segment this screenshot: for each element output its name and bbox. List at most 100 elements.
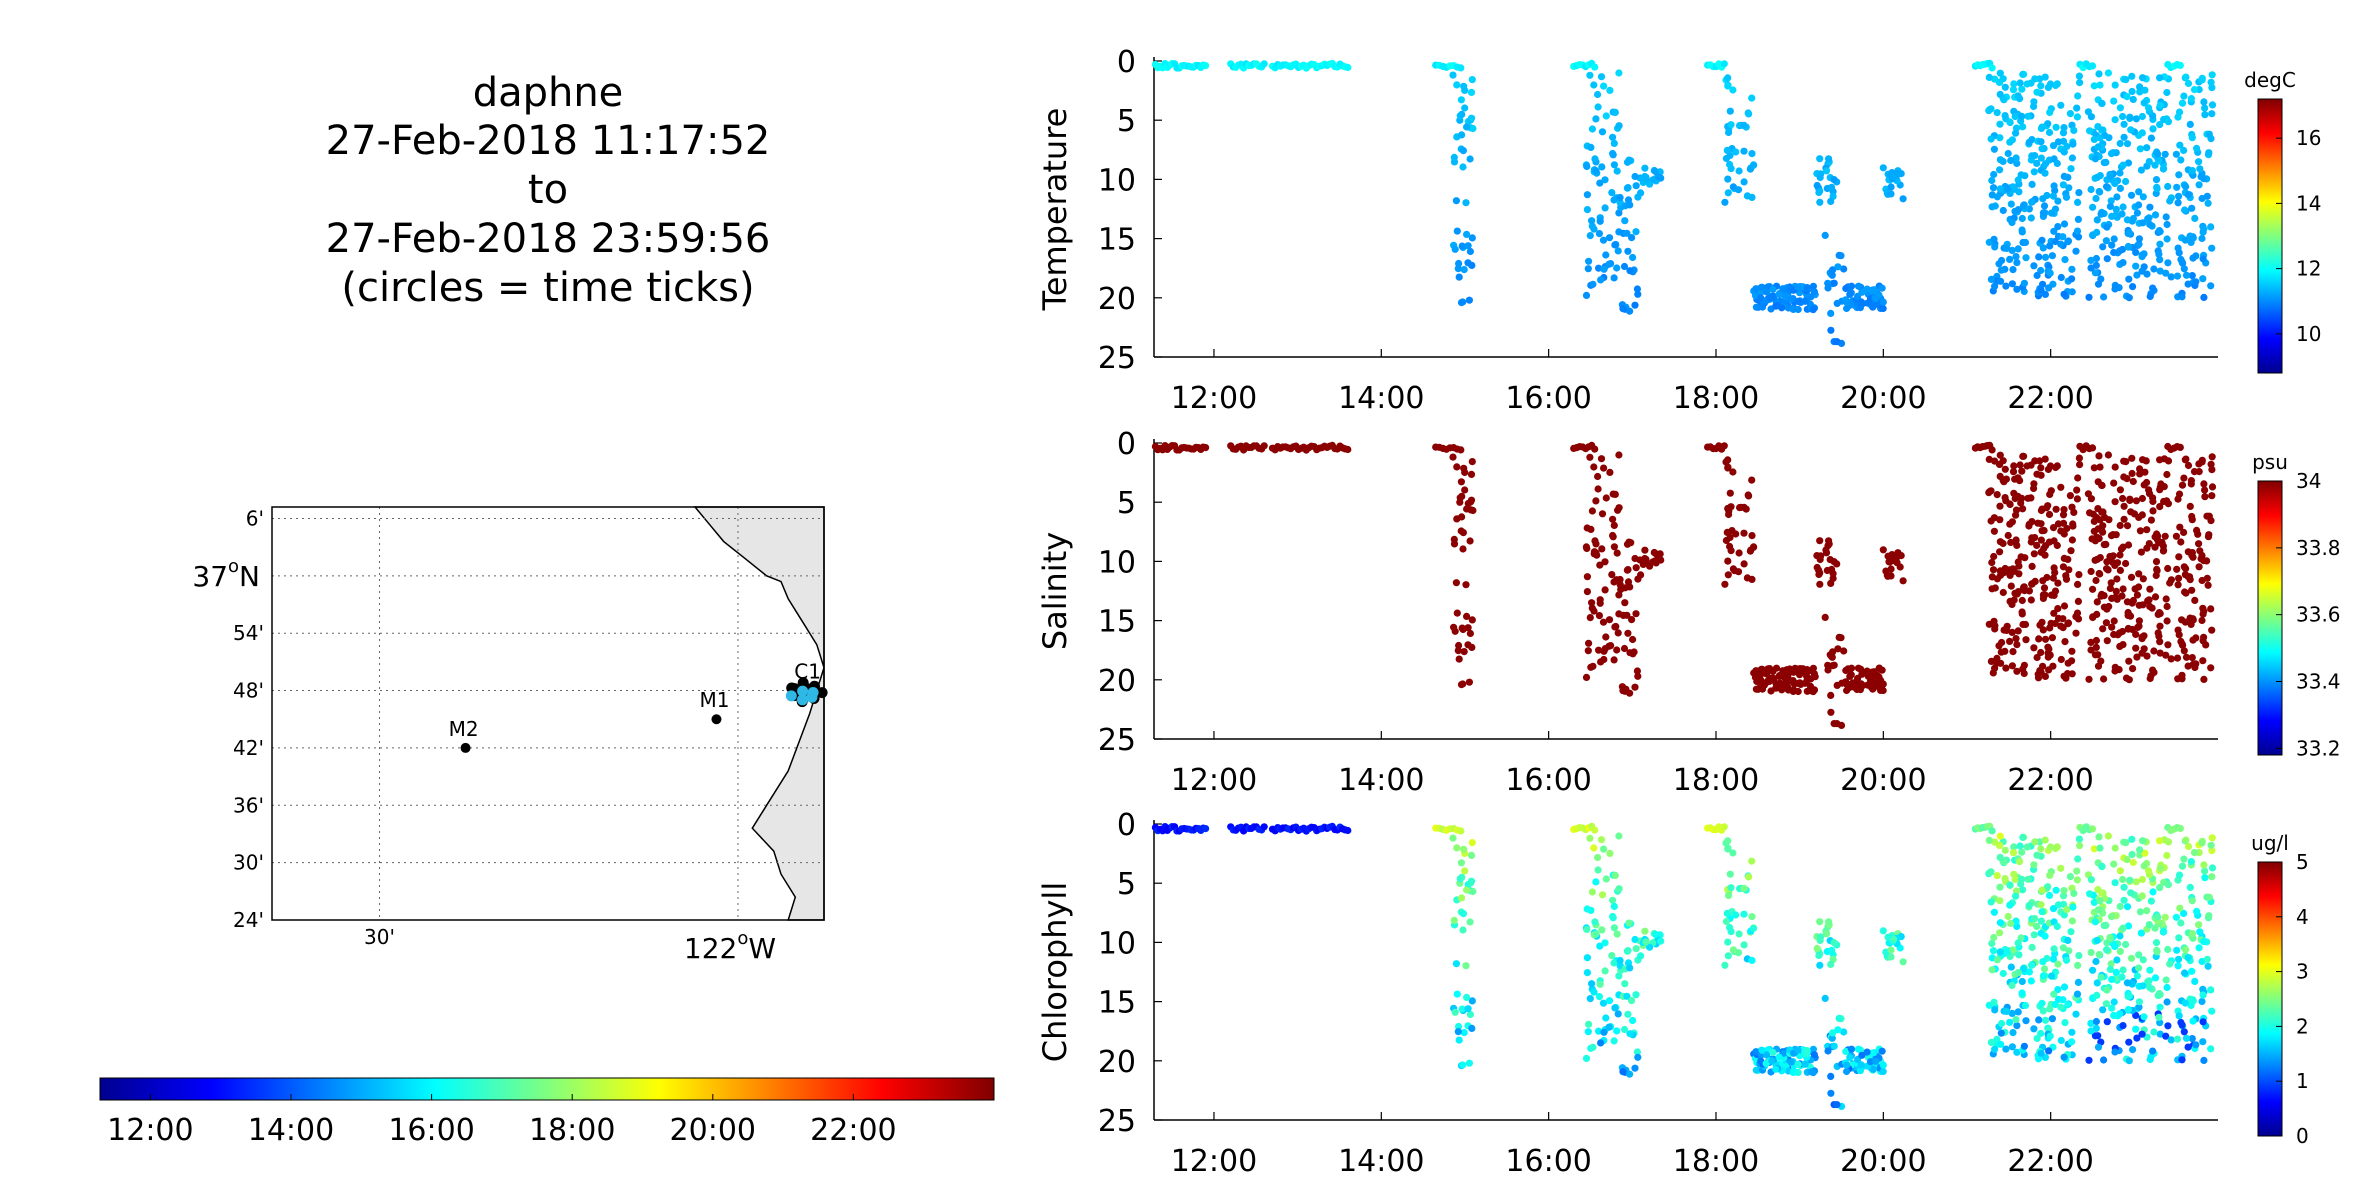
x-tick-label: 18:00 [1673, 381, 1759, 416]
data-point [2033, 922, 2041, 931]
data-point [2111, 1048, 2119, 1056]
data-point [1803, 284, 1811, 292]
data-point [1466, 537, 1474, 545]
data-point [2007, 582, 2015, 590]
data-point [2094, 1043, 2103, 1051]
data-point [2193, 526, 2201, 535]
data-point [1598, 128, 1607, 136]
data-point [1729, 946, 1737, 954]
data-point [2038, 886, 2046, 894]
data-point [2116, 947, 2124, 956]
data-point [1606, 468, 1614, 476]
data-point [2122, 559, 2130, 568]
data-point [2123, 216, 2131, 224]
data-point [2154, 913, 2162, 921]
data-point [2155, 632, 2163, 640]
data-point [1991, 1045, 1999, 1053]
data-point [2049, 955, 2057, 963]
data-point [2199, 1018, 2207, 1026]
data-point [2156, 622, 2164, 630]
data-point [2016, 79, 2024, 87]
data-point [2163, 220, 2171, 229]
data-point [2019, 964, 2028, 973]
data-point [1615, 832, 1623, 840]
data-point [1596, 599, 1604, 607]
data-point [1879, 686, 1887, 695]
data-point [2208, 466, 2216, 474]
data-point [2136, 846, 2144, 854]
colorbar-tick-label: 33.4 [2296, 669, 2341, 693]
data-point [2091, 537, 2099, 545]
data-point [2135, 570, 2143, 578]
data-point [2047, 972, 2056, 980]
data-point [2009, 183, 2017, 191]
data-point [1467, 851, 1476, 860]
data-point [1721, 580, 1729, 588]
data-point [1722, 536, 1730, 545]
data-point [1772, 302, 1780, 310]
data-point [1632, 610, 1640, 618]
data-point [1724, 82, 1732, 90]
data-point [1598, 510, 1607, 518]
data-point [1813, 563, 1821, 572]
data-point [2163, 998, 2171, 1006]
data-point [2013, 285, 2021, 293]
data-points [1151, 822, 2217, 1110]
data-point [1613, 646, 1621, 654]
data-point [2018, 977, 2026, 986]
data-point [2178, 1021, 2186, 1029]
data-point [1624, 184, 1632, 192]
data-point [2049, 192, 2057, 200]
data-point [2156, 101, 2164, 109]
data-point [1769, 285, 1777, 294]
lat-deg: 37 [192, 560, 228, 593]
data-point [2091, 269, 2099, 277]
data-point [2012, 1016, 2020, 1024]
data-point [1592, 115, 1600, 123]
data-point [2164, 1022, 2172, 1030]
data-point [1590, 988, 1598, 996]
data-point [2050, 990, 2058, 998]
data-point [1740, 147, 1748, 155]
data-point [1458, 513, 1466, 521]
data-point [2164, 641, 2172, 649]
data-point [2184, 662, 2192, 670]
title-block: daphne 27-Feb-2018 11:17:52 to 27-Feb-20… [326, 70, 771, 311]
data-point [2198, 76, 2206, 84]
data-point [1460, 266, 1468, 274]
data-point [1843, 1061, 1851, 1069]
data-point [2022, 254, 2030, 262]
data-point [1780, 286, 1788, 294]
data-point [2193, 144, 2201, 152]
data-point [1601, 586, 1609, 594]
data-point [2019, 70, 2027, 78]
data-point [2144, 597, 2152, 605]
data-point [1829, 266, 1837, 274]
data-point [2189, 616, 2197, 624]
data-point [2188, 167, 2196, 175]
data-point [1840, 647, 1848, 655]
data-point [2182, 183, 2190, 191]
data-point [2137, 166, 2145, 174]
data-point [2136, 527, 2144, 535]
data-point [2018, 85, 2026, 93]
data-point [1611, 108, 1619, 116]
data-point [2126, 876, 2134, 884]
data-point [1723, 146, 1731, 154]
data-point [2153, 185, 2161, 193]
data-point [1830, 939, 1838, 947]
data-point [1651, 549, 1660, 558]
data-point [2133, 972, 2141, 980]
data-point [1768, 1057, 1776, 1065]
data-point [2046, 242, 2054, 250]
data-point [1872, 676, 1880, 684]
data-point [1993, 575, 2001, 583]
data-point [2103, 986, 2111, 994]
data-point [2057, 1003, 2065, 1011]
data-point [2009, 565, 2017, 573]
colorbar-unit: degC [2244, 68, 2296, 92]
data-point [2156, 483, 2164, 491]
data-point [2160, 927, 2168, 936]
data-point [2091, 651, 2099, 659]
data-point [2019, 123, 2027, 131]
